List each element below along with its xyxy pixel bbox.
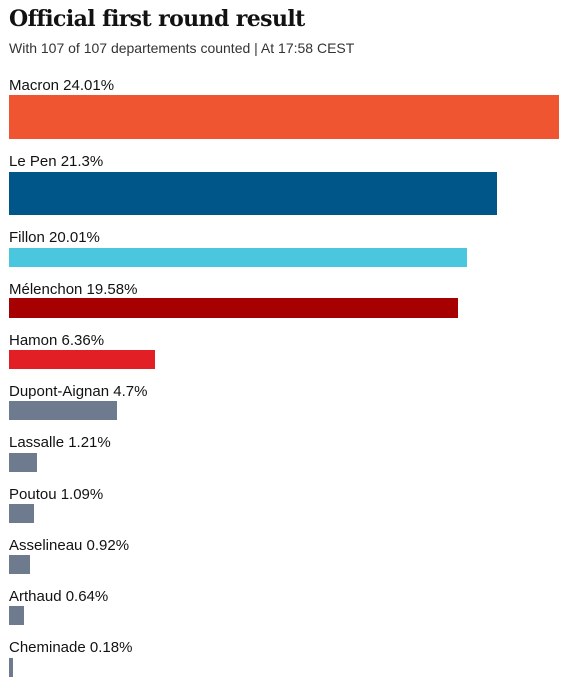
bar-fillon [9, 248, 467, 267]
bar-label-m-lenchon: Mélenchon 19.58% [9, 281, 138, 298]
chart-subtitle: With 107 of 107 departements counted | A… [9, 40, 355, 56]
bar-le-pen [9, 172, 497, 215]
bar-label-cheminade: Cheminade 0.18% [9, 639, 133, 656]
bar-label-hamon: Hamon 6.36% [9, 332, 105, 349]
bar-asselineau [9, 555, 30, 574]
bar-label-fillon: Fillon 20.01% [9, 229, 100, 246]
bar-dupont-aignan [9, 401, 117, 420]
bar-cheminade [9, 658, 13, 677]
chart-title: Official first round result [9, 6, 305, 32]
bar-lassalle [9, 453, 37, 472]
bar-label-dupont-aignan: Dupont-Aignan 4.7% [9, 383, 148, 400]
bar-label-poutou: Poutou 1.09% [9, 486, 104, 503]
bar-label-macron: Macron 24.01% [9, 77, 115, 94]
bar-arthaud [9, 606, 24, 625]
bar-m-lenchon [9, 298, 458, 318]
bar-label-lassalle: Lassalle 1.21% [9, 434, 111, 451]
bar-label-le-pen: Le Pen 21.3% [9, 153, 104, 170]
bar-label-arthaud: Arthaud 0.64% [9, 588, 109, 605]
bar-macron [9, 95, 559, 139]
bar-label-asselineau: Asselineau 0.92% [9, 537, 130, 554]
bar-hamon [9, 350, 155, 369]
bar-poutou [9, 504, 34, 523]
